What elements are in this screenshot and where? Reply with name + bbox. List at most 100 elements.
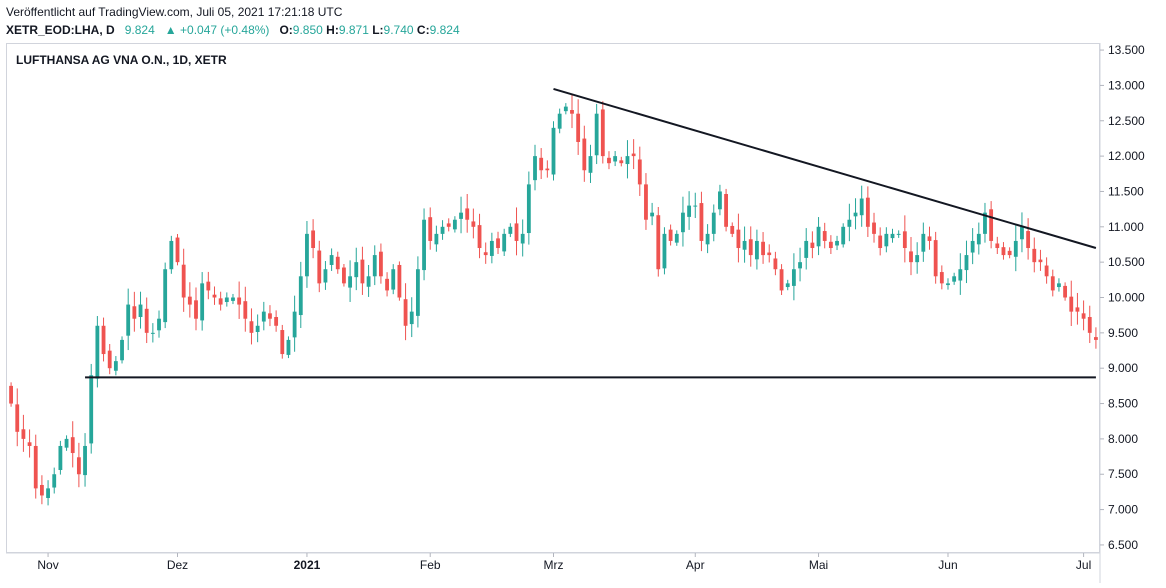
candle-body — [557, 113, 562, 129]
candle-body — [939, 272, 944, 284]
candle-body — [804, 240, 809, 258]
candle-body — [1038, 259, 1043, 263]
candle-body — [761, 241, 765, 256]
candle — [637, 146, 642, 196]
candle — [311, 219, 316, 259]
candle — [298, 261, 303, 329]
candle — [791, 253, 796, 301]
candle — [206, 271, 211, 300]
candle — [1044, 257, 1049, 284]
candle — [644, 173, 648, 230]
candle — [748, 226, 753, 267]
candle — [342, 263, 346, 287]
candle-body — [644, 184, 648, 220]
time-tick-label: Jul — [1076, 558, 1091, 572]
candle — [878, 227, 883, 256]
candle — [884, 227, 889, 253]
candle-body — [1050, 276, 1055, 291]
candle — [816, 217, 821, 256]
candle-body — [828, 241, 833, 249]
candle — [218, 291, 223, 311]
candle-body — [132, 306, 137, 319]
candle — [83, 433, 87, 487]
candle-body — [218, 298, 223, 305]
candle-body — [816, 226, 821, 247]
candle — [902, 215, 907, 263]
candle-body — [779, 269, 784, 291]
candle — [21, 414, 26, 452]
candle — [1063, 282, 1068, 301]
high-label: H: — [326, 23, 339, 37]
candle-body — [539, 157, 544, 171]
candle-body — [255, 325, 260, 332]
candle — [33, 434, 38, 499]
open-label: O: — [279, 23, 293, 37]
candle-body — [1013, 240, 1018, 257]
candle-body — [970, 240, 975, 253]
candle — [681, 196, 685, 247]
candle-body — [120, 339, 124, 361]
candle-body — [674, 233, 679, 243]
time-tick-label: Dez — [167, 558, 188, 572]
candle — [533, 144, 537, 191]
candle-body — [890, 233, 895, 239]
candle-body — [163, 269, 168, 323]
candle-body — [107, 350, 112, 369]
candle — [1007, 247, 1012, 259]
candle-body — [730, 225, 735, 234]
candle-body — [865, 197, 870, 227]
open-value: 9.850 — [292, 23, 323, 37]
candle — [52, 467, 57, 494]
candle — [674, 230, 679, 246]
candle — [650, 202, 655, 226]
candle — [1001, 242, 1006, 260]
trendlines-layer — [85, 87, 1097, 379]
candle-body — [21, 429, 26, 439]
candle — [939, 265, 944, 290]
candle-body — [662, 233, 667, 269]
candle — [1087, 305, 1092, 344]
candle-body — [902, 231, 907, 249]
candle — [835, 235, 839, 251]
candle — [711, 204, 716, 242]
candle-body — [471, 221, 476, 227]
candle-body — [231, 297, 235, 301]
candle-body — [952, 276, 957, 282]
candle-body — [773, 258, 778, 270]
candle — [699, 191, 704, 252]
candle-body — [9, 385, 13, 404]
change-arrow-icon: ▲ — [164, 23, 177, 37]
candlestick-chart[interactable]: LUFTHANSA AG VNA O.N., 1D, XETR 13.50013… — [6, 43, 1160, 583]
candle — [409, 297, 414, 338]
chart-area[interactable]: LUFTHANSA AG VNA O.N., 1D, XETR 13.500 13… — [6, 43, 1160, 583]
candle — [976, 222, 981, 255]
candle-body — [243, 301, 248, 319]
resistance-trendline[interactable] — [553, 87, 1097, 249]
candle — [946, 278, 950, 290]
candle — [397, 261, 402, 301]
candle-body — [483, 252, 488, 256]
candle-body — [385, 278, 389, 291]
candle-body — [582, 138, 587, 171]
price-tick-label: 7.500 — [1108, 467, 1138, 481]
candle — [194, 287, 198, 331]
candle — [163, 262, 168, 329]
candle-body — [798, 262, 802, 269]
price-tick-label: 13.000 — [1108, 78, 1145, 92]
candle-body — [625, 156, 630, 165]
candle — [557, 108, 562, 134]
candle-body — [15, 404, 20, 432]
candle — [995, 236, 1000, 254]
candle — [366, 264, 371, 297]
candle — [1020, 212, 1024, 253]
candle-body — [526, 184, 531, 234]
close-value: 9.824 — [429, 23, 460, 37]
time-tick-label: Mrz — [544, 558, 564, 572]
candle — [613, 151, 618, 167]
candle — [921, 222, 926, 262]
candle — [724, 188, 728, 232]
candle — [1081, 300, 1086, 331]
candle-body — [681, 212, 685, 233]
candle — [588, 144, 593, 183]
candle — [600, 101, 605, 164]
